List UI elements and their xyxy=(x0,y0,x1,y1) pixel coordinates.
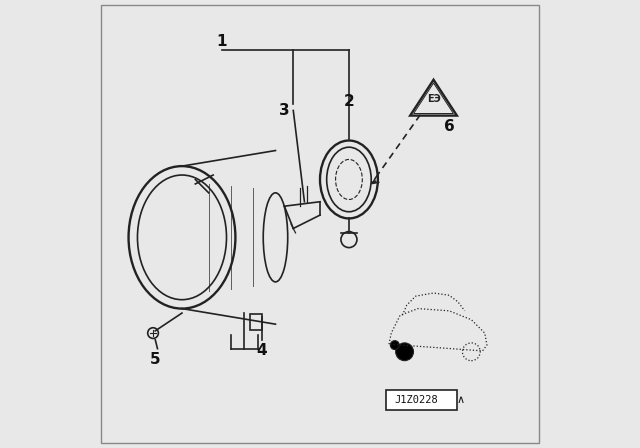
Text: 1: 1 xyxy=(217,34,227,49)
Text: ∧: ∧ xyxy=(456,395,464,405)
Text: J1Z0228: J1Z0228 xyxy=(394,395,438,405)
Text: 4: 4 xyxy=(257,343,268,358)
Text: 3: 3 xyxy=(279,103,290,118)
Text: 5: 5 xyxy=(150,352,161,367)
Text: 6: 6 xyxy=(444,119,454,134)
Text: EЭ: EЭ xyxy=(427,95,440,104)
Circle shape xyxy=(390,340,399,349)
Text: 2: 2 xyxy=(344,94,355,109)
Circle shape xyxy=(396,343,413,361)
FancyBboxPatch shape xyxy=(386,390,457,409)
